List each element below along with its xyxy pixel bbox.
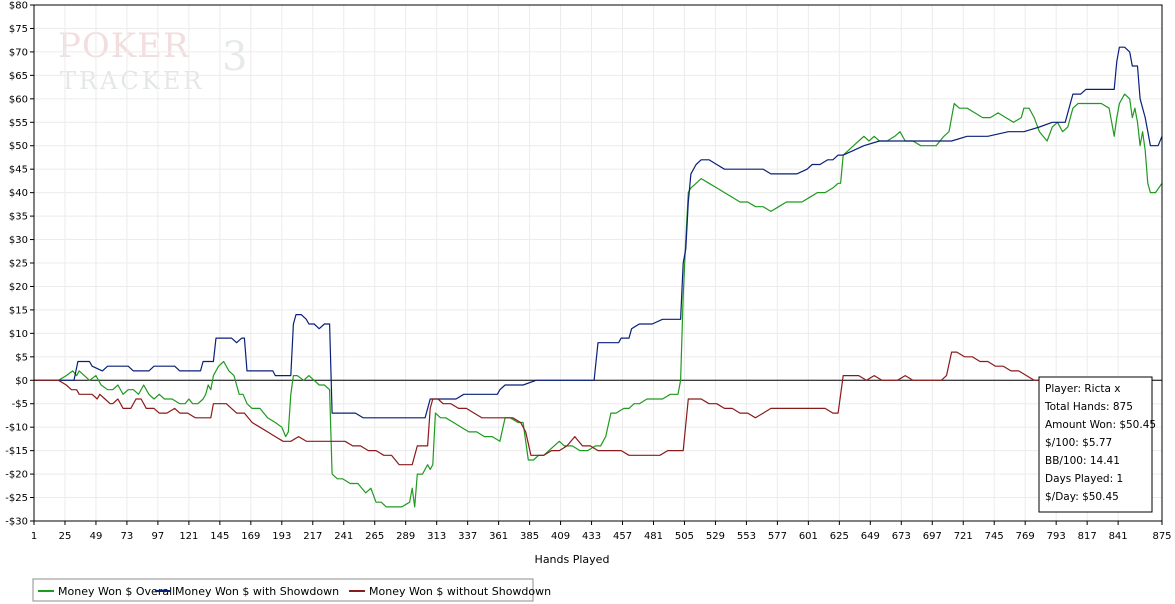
x-tick-label: 49 bbox=[90, 531, 103, 542]
x-tick-label: 97 bbox=[152, 531, 165, 542]
y-tick-label: -$25 bbox=[5, 493, 28, 504]
x-tick-label: 697 bbox=[923, 531, 942, 542]
x-tick-label: 625 bbox=[830, 531, 849, 542]
y-tick-label: $20 bbox=[9, 282, 28, 293]
stats-line: Amount Won: $50.45 bbox=[1045, 419, 1156, 431]
x-tick-label: 841 bbox=[1109, 531, 1128, 542]
x-tick-label: 289 bbox=[396, 531, 415, 542]
x-tick-label: 169 bbox=[241, 531, 260, 542]
watermark-line2: TRACKER bbox=[60, 67, 204, 95]
watermark-line1: POKER bbox=[58, 26, 190, 66]
y-tick-label: $0 bbox=[15, 376, 28, 387]
y-tick-label: $10 bbox=[9, 329, 28, 340]
y-tick-label: $80 bbox=[9, 1, 28, 12]
x-tick-label: 1 bbox=[31, 531, 37, 542]
legend-label-0: Money Won $ Overall bbox=[58, 585, 175, 598]
x-tick-label: 121 bbox=[179, 531, 198, 542]
x-tick-label: 721 bbox=[954, 531, 973, 542]
pokertracker-watermark-logo: POKER TRACKER 3 bbox=[58, 26, 247, 95]
stats-line: Player: Ricta x bbox=[1045, 383, 1120, 395]
y-tick-label: $50 bbox=[9, 141, 28, 152]
x-tick-label: 385 bbox=[520, 531, 539, 542]
x-tick-label: 793 bbox=[1047, 531, 1066, 542]
x-tick-label: 875 bbox=[1152, 531, 1171, 542]
x-tick-label: 313 bbox=[427, 531, 446, 542]
series-lines bbox=[34, 46, 1163, 508]
y-tick-label: -$10 bbox=[5, 423, 28, 434]
x-axis-label: Hands Played bbox=[535, 553, 610, 566]
stats-line: $/Day: $50.45 bbox=[1045, 491, 1119, 503]
legend: Money Won $ Overall Money Won $ with Show… bbox=[32, 578, 551, 602]
y-tick-label: -$5 bbox=[12, 399, 28, 410]
legend-label-1: Money Won $ with Showdown bbox=[175, 585, 339, 598]
x-tick-label: 193 bbox=[272, 531, 291, 542]
y-tick-label: $25 bbox=[9, 259, 28, 270]
y-tick-label: $75 bbox=[9, 24, 28, 35]
y-tick-label: $65 bbox=[9, 71, 28, 82]
y-axis-ticks: -$30 -$25 -$20 -$15 -$10 -$5 $0 $5 $10 $15 $20 $25 $… bbox=[5, 1, 34, 528]
x-tick-label: 265 bbox=[365, 531, 384, 542]
x-tick-label: 481 bbox=[644, 531, 663, 542]
x-tick-label: 601 bbox=[799, 531, 818, 542]
y-tick-label: $40 bbox=[9, 188, 28, 199]
series-line-2 bbox=[34, 351, 1040, 466]
x-tick-label: 577 bbox=[768, 531, 787, 542]
x-tick-label: 241 bbox=[334, 531, 353, 542]
stats-line: Total Hands: 875 bbox=[1044, 401, 1133, 413]
x-tick-label: 673 bbox=[892, 531, 911, 542]
x-tick-label: 145 bbox=[210, 531, 229, 542]
x-tick-label: 529 bbox=[706, 531, 725, 542]
x-tick-label: 217 bbox=[303, 531, 322, 542]
stats-line: Days Played: 1 bbox=[1045, 473, 1123, 485]
stats-line: $/100: $5.77 bbox=[1045, 437, 1112, 449]
x-tick-label: 457 bbox=[613, 531, 632, 542]
legend-label-2: Money Won $ without Showdown bbox=[369, 585, 551, 598]
x-tick-label: 769 bbox=[1016, 531, 1035, 542]
y-tick-label: -$15 bbox=[5, 446, 28, 457]
y-tick-label: $70 bbox=[9, 47, 28, 58]
x-tick-label: 25 bbox=[59, 531, 72, 542]
plot-area bbox=[33, 4, 1163, 522]
y-tick-label: $60 bbox=[9, 94, 28, 105]
y-tick-label: -$20 bbox=[5, 470, 28, 481]
player-stats-box: Player: Ricta x Total Hands: 875 Amount Wo… bbox=[1038, 376, 1156, 513]
x-axis-ticks: 1 25 49 73 97 121 145 169 193 217 241 265 289 313 337 3… bbox=[31, 521, 1172, 542]
y-tick-label: $35 bbox=[9, 212, 28, 223]
stats-line: BB/100: 14.41 bbox=[1045, 455, 1120, 467]
y-tick-label: $55 bbox=[9, 118, 28, 129]
y-tick-label: $45 bbox=[9, 165, 28, 176]
y-tick-label: $5 bbox=[15, 352, 28, 363]
x-tick-label: 745 bbox=[985, 531, 1004, 542]
x-tick-label: 649 bbox=[861, 531, 880, 542]
x-tick-label: 505 bbox=[675, 531, 694, 542]
x-tick-label: 553 bbox=[737, 531, 756, 542]
series-line-1 bbox=[34, 46, 1163, 419]
y-tick-label: $30 bbox=[9, 235, 28, 246]
x-tick-label: 433 bbox=[582, 531, 601, 542]
y-tick-label: $15 bbox=[9, 305, 28, 316]
x-tick-label: 817 bbox=[1078, 531, 1097, 542]
x-tick-label: 337 bbox=[458, 531, 477, 542]
watermark-version: 3 bbox=[222, 34, 247, 80]
series-line-0 bbox=[34, 93, 1163, 508]
x-tick-label: 409 bbox=[551, 531, 570, 542]
y-tick-label: -$30 bbox=[5, 517, 28, 528]
x-tick-label: 73 bbox=[121, 531, 134, 542]
x-tick-label: 361 bbox=[489, 531, 508, 542]
